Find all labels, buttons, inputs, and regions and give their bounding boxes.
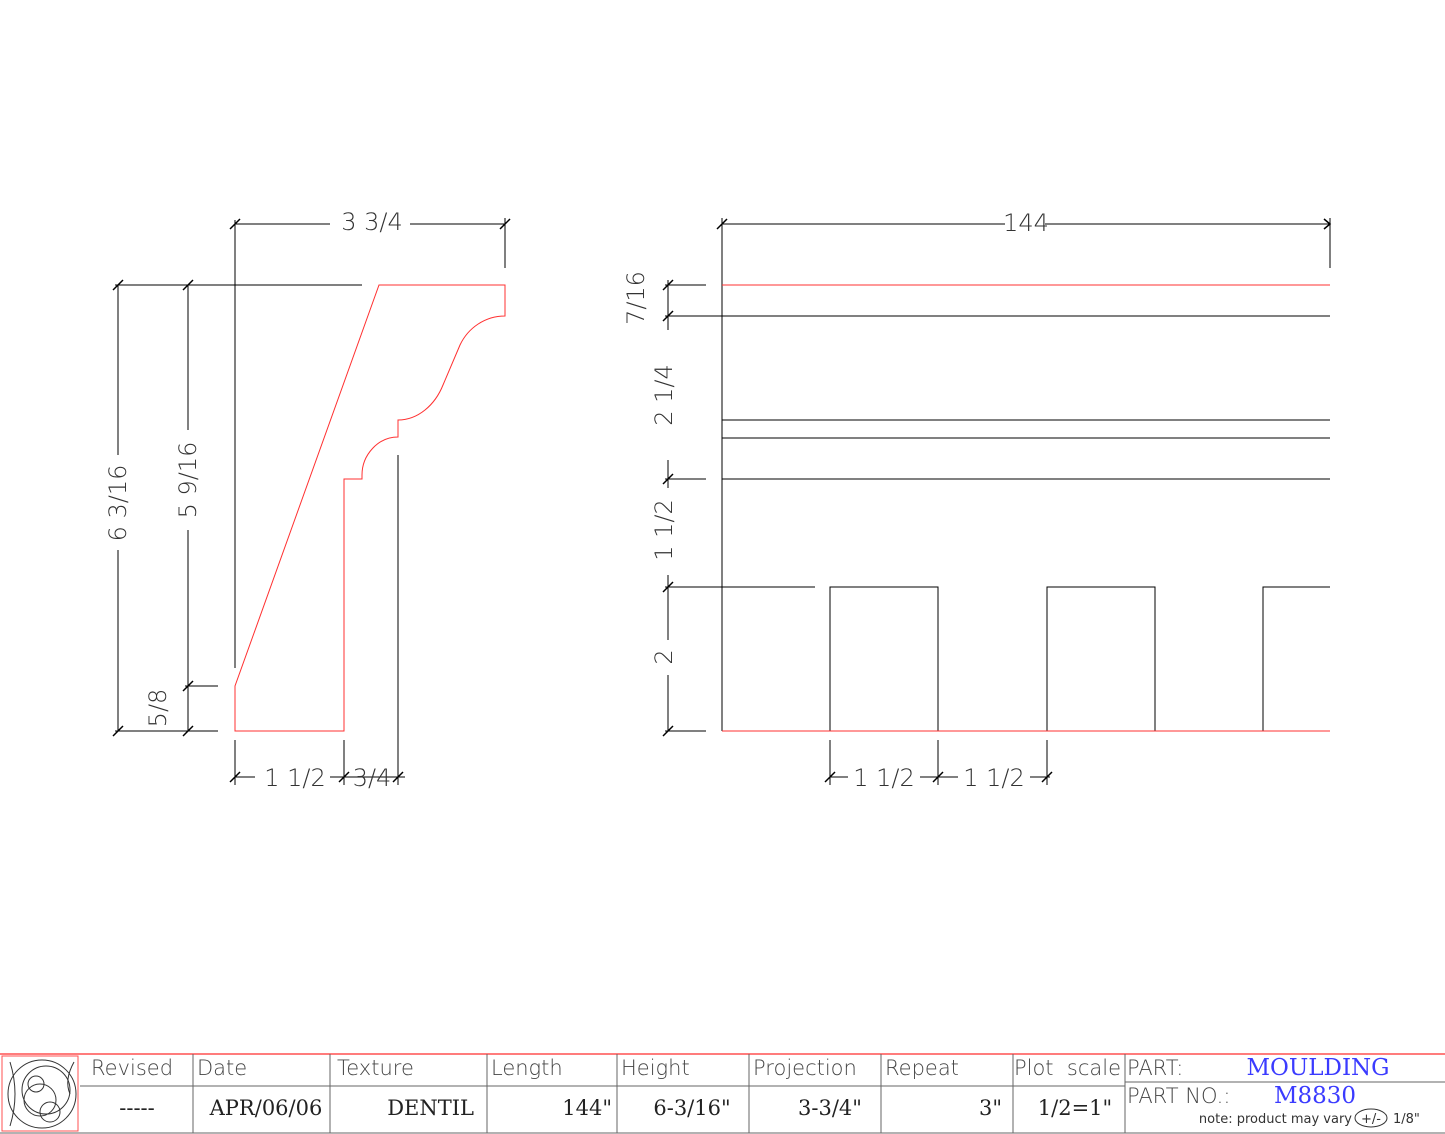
tolerance-symbol: +/- xyxy=(1361,1112,1381,1127)
part-value: MOULDING xyxy=(1246,1055,1389,1081)
dim-projection: 3 3/4 xyxy=(341,208,403,236)
part-no-label: PART NO.: xyxy=(1127,1084,1230,1108)
title-block-values: ----- APR/06/06 DENTIL 144" 6-3/16" 3-3/… xyxy=(119,1096,1112,1120)
value-length: 144" xyxy=(562,1096,612,1120)
header-date: Date xyxy=(197,1056,247,1080)
header-repeat: Repeat xyxy=(885,1056,959,1080)
company-logo xyxy=(2,1056,78,1131)
header-revised: Revised xyxy=(91,1056,173,1080)
front-view xyxy=(663,218,1330,785)
dim-dentil-width: 1 1/2 xyxy=(853,764,915,792)
dim-length: 144 xyxy=(1003,209,1049,237)
title-block xyxy=(0,1054,1445,1133)
value-date: APR/06/06 xyxy=(209,1096,323,1120)
note-tolerance: 1/8" xyxy=(1393,1112,1420,1127)
header-texture: Texture xyxy=(337,1056,414,1080)
value-plot-scale: 1/2=1" xyxy=(1038,1096,1112,1120)
moulding-profile xyxy=(235,285,505,731)
header-height: Height xyxy=(621,1056,690,1080)
title-block-headers: Revised Date Texture Length Height Proje… xyxy=(91,1056,1121,1080)
value-texture: DENTIL xyxy=(387,1096,474,1120)
dim-lower-band: 1 1/2 xyxy=(650,499,678,561)
value-height: 6-3/16" xyxy=(653,1096,730,1120)
dim-height-total: 6 3/16 xyxy=(104,465,132,542)
dim-bottom-1: 1 1/2 xyxy=(264,764,326,792)
value-repeat: 3" xyxy=(979,1096,1002,1120)
header-length: Length xyxy=(491,1056,563,1080)
dim-dentil-height: 2 xyxy=(650,649,678,664)
profile-view xyxy=(113,218,510,785)
dim-mid-band: 2 1/4 xyxy=(650,364,678,426)
note-text: note: product may vary xyxy=(1199,1112,1352,1127)
header-plot-scale: Plot scale xyxy=(1014,1056,1121,1080)
dentil-block xyxy=(1047,587,1155,731)
dim-height-face: 5 9/16 xyxy=(174,442,202,519)
dim-dentil-gap: 1 1/2 xyxy=(963,764,1025,792)
part-no-value: M8830 xyxy=(1274,1083,1356,1109)
value-revised: ----- xyxy=(119,1096,154,1120)
header-projection: Projection xyxy=(753,1056,857,1080)
dim-bottom-2: 3/4 xyxy=(353,764,392,792)
dentil-block xyxy=(1263,587,1330,731)
dim-base: 5/8 xyxy=(144,689,172,728)
part-label: PART: xyxy=(1127,1056,1183,1080)
value-projection: 3-3/4" xyxy=(798,1096,862,1120)
dentil-block xyxy=(830,587,938,731)
dim-top-band: 7/16 xyxy=(622,271,650,325)
